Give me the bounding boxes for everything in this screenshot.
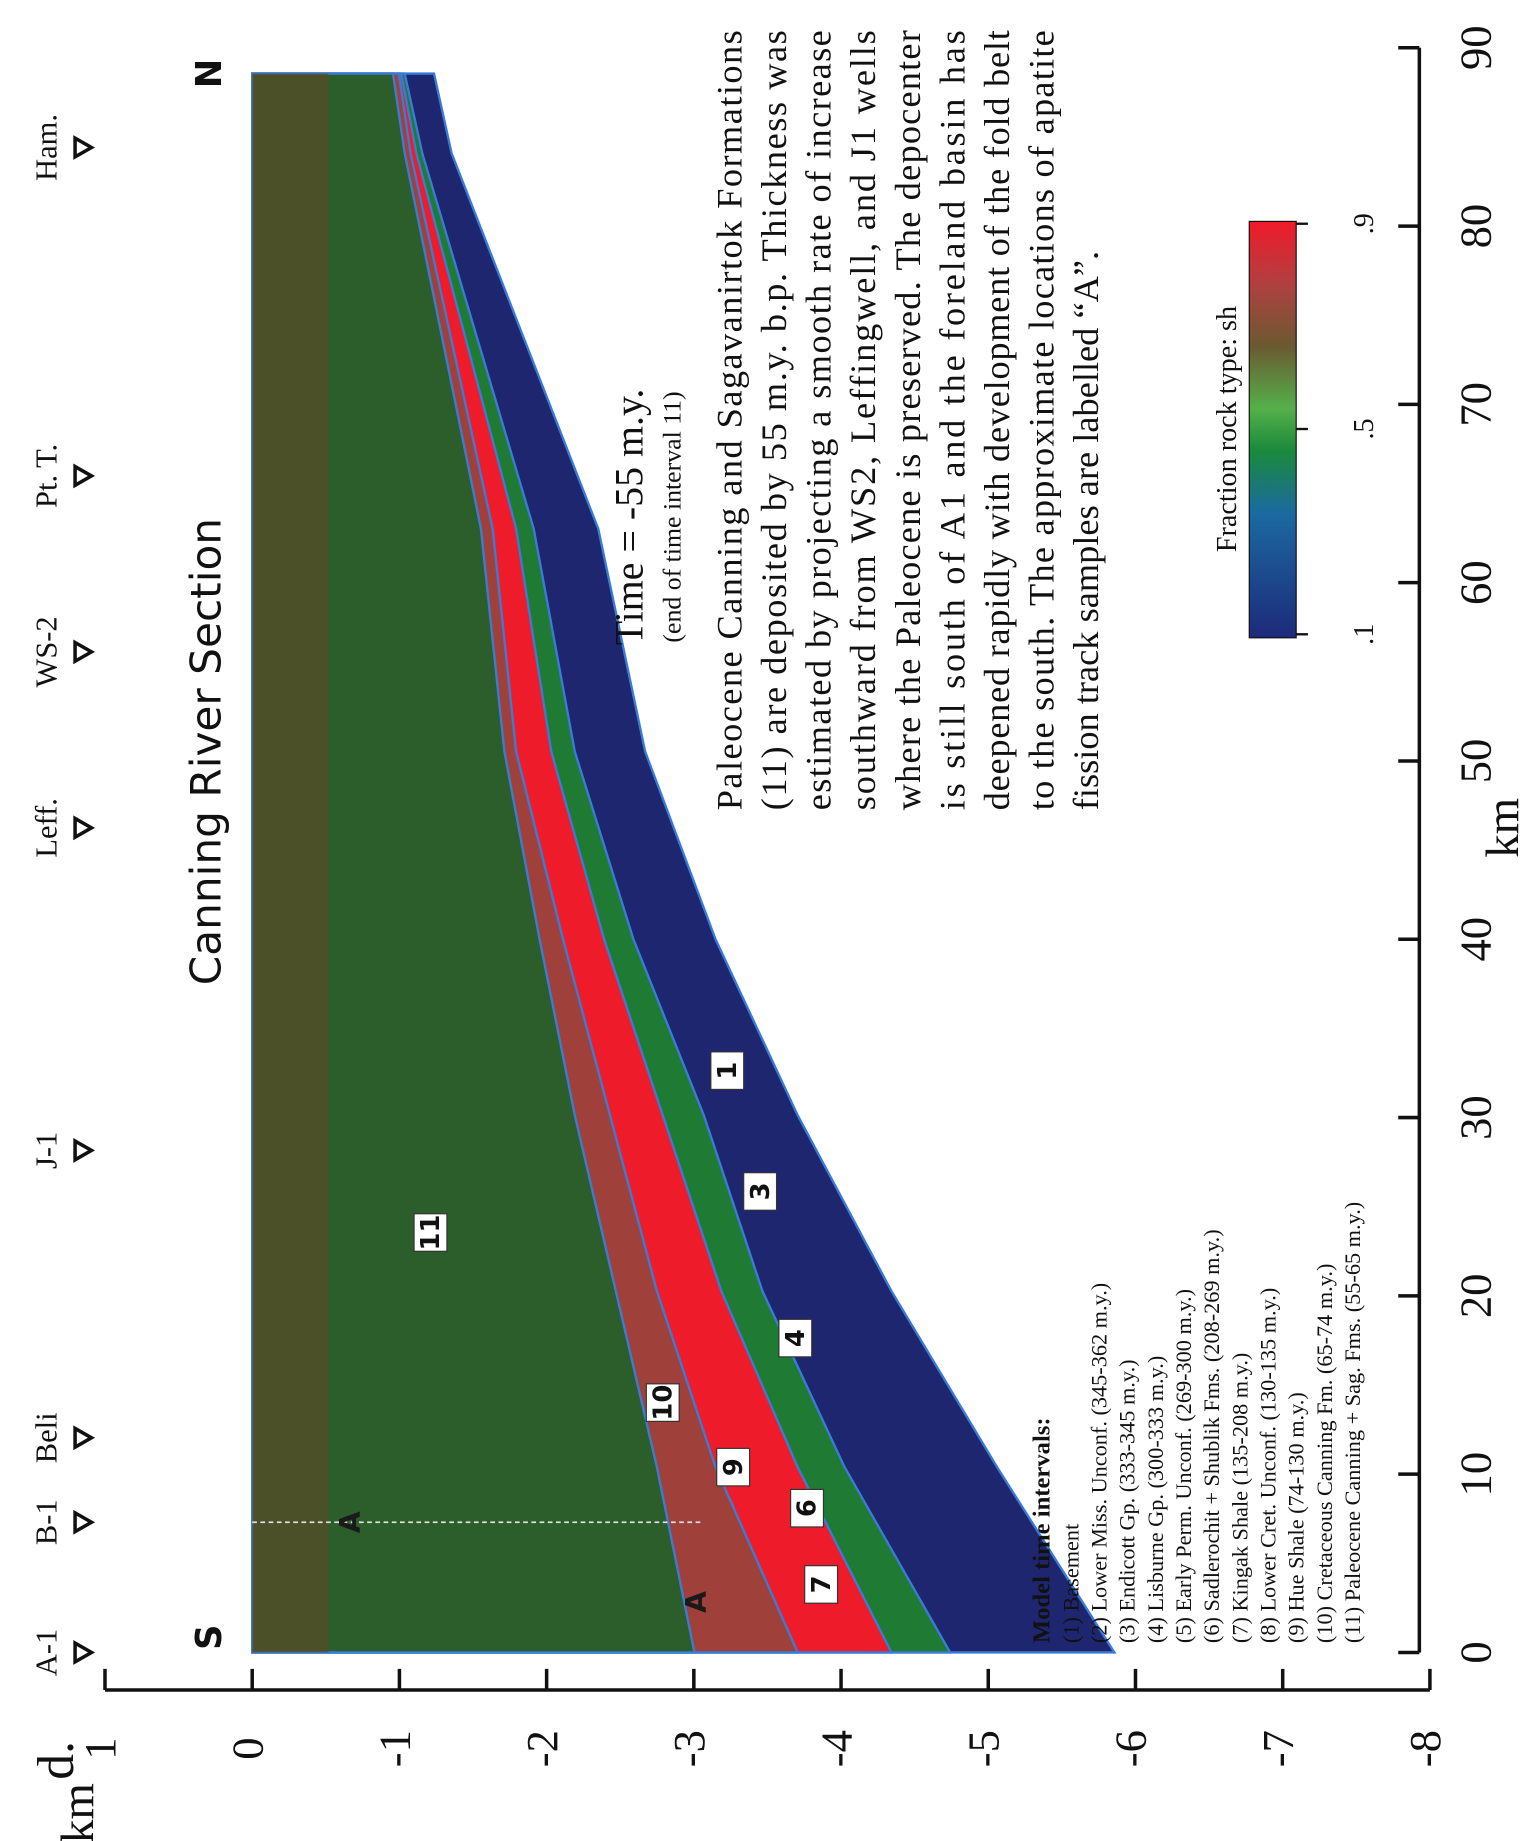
y-tick-label: -4: [811, 1730, 861, 1767]
legend-item: (10) Cretaceous Canning Fm. (65-74 m.y.): [1312, 1264, 1337, 1643]
legend-item: (11) Paleocene Canning + Sag. Fms. (55-6…: [1340, 1202, 1365, 1643]
layer-number: 1: [713, 1062, 743, 1080]
layer-number: 11: [416, 1215, 446, 1251]
layer-label: 4: [779, 1319, 812, 1357]
colorbar-tick-label: .9: [1349, 213, 1380, 234]
layer-label: 3: [744, 1173, 777, 1211]
legend-item: (6) Sadlerochit + Shublik Fms. (208-269 …: [1199, 1229, 1224, 1643]
x-tick-label: 0: [1451, 1641, 1501, 1663]
well-name: B-1: [29, 1499, 63, 1545]
well-marker: [75, 1513, 91, 1532]
y-tick-label: 0: [222, 1738, 272, 1760]
layer-label: 9: [717, 1448, 750, 1486]
well-name: WS-2: [29, 616, 63, 687]
page: {"panel_label": "d.", "title": "Canning …: [0, 0, 1539, 1841]
time-note: (end of time interval 11): [657, 391, 686, 642]
y-tick-label: 1: [75, 1738, 125, 1760]
colorbar-tick-label: .1: [1349, 624, 1380, 645]
legend-item: (2) Lower Miss. Unconf. (345-362 m.y.): [1087, 1283, 1112, 1643]
caption-line: is still south of A1 and the foreland ba…: [932, 30, 972, 810]
x-tick-label: 40: [1451, 917, 1501, 962]
layer-label: 7: [805, 1566, 838, 1604]
layer-number: 10: [648, 1385, 678, 1421]
layer-label: 11: [414, 1214, 447, 1252]
y-tick-label: -5: [959, 1730, 1009, 1767]
y-axis-label: km: [52, 1783, 104, 1841]
well-marker: [75, 818, 91, 837]
legend-item: (4) Lisburne Gp. (300-333 m.y.): [1143, 1356, 1168, 1643]
layer-label: 1: [711, 1052, 744, 1090]
layer-number: 4: [781, 1329, 811, 1347]
x-tick-label: 80: [1451, 204, 1501, 249]
colorbar-tick-label: .5: [1349, 418, 1380, 439]
well-name: A-1: [29, 1629, 63, 1676]
legend-item: (7) Kingak Shale (135-208 m.y.): [1227, 1353, 1252, 1643]
x-tick-label: 70: [1451, 382, 1501, 427]
legend-item: (8) Lower Cret. Unconf. (130-135 m.y.): [1255, 1288, 1280, 1643]
well-marker: [75, 642, 91, 661]
well-marker: [75, 1141, 91, 1160]
x-tick-label: 30: [1451, 1095, 1501, 1140]
y-tick-label: -7: [1253, 1730, 1303, 1767]
x-tick-label: 10: [1451, 1452, 1501, 1497]
colorbar: [1249, 221, 1296, 637]
x-axis-label: km: [1477, 798, 1529, 858]
sample-label: A: [680, 1591, 713, 1613]
layer-label: 10: [646, 1384, 679, 1422]
end-label: S: [189, 1625, 230, 1650]
layer-number: 3: [746, 1182, 776, 1200]
x-tick-label: 20: [1451, 1274, 1501, 1319]
layer-number: 7: [807, 1575, 837, 1593]
caption-line: fission track samples are labelled “A”.: [1066, 251, 1106, 810]
colorbar-label: Fraction rock type: sh: [1212, 306, 1243, 552]
caption-line: to the south. The approximate locations …: [1022, 30, 1062, 810]
surface-band: [252, 74, 328, 1653]
y-tick-label: -6: [1106, 1730, 1156, 1767]
well-name: Pt. T.: [29, 444, 63, 508]
x-tick-label: 90: [1451, 25, 1501, 70]
legend-item: (5) Early Perm. Unconf. (269-300 m.y.): [1171, 1289, 1196, 1643]
chart-title: Canning River Section: [181, 518, 230, 985]
well-name: Ham.: [29, 114, 63, 181]
well-name: J-1: [29, 1132, 63, 1169]
layer-number: 9: [719, 1458, 749, 1476]
legend-item: (9) Hue Shale (74-130 m.y.): [1284, 1392, 1309, 1643]
well-marker: [75, 1428, 91, 1447]
well-marker: [75, 138, 91, 157]
time-label: Time = -55 m.y.: [607, 389, 652, 646]
y-tick-label: -3: [664, 1730, 714, 1767]
well-name: Leff.: [29, 798, 63, 858]
x-tick-label: 60: [1451, 560, 1501, 605]
sample-label: A: [334, 1511, 367, 1533]
caption-line: deepened rapidly with development of the…: [977, 30, 1017, 810]
caption-line: southward from WS2, Leffingwell, and J1 …: [843, 30, 883, 810]
legend-item: (1) Basement: [1058, 1523, 1083, 1643]
well-marker: [75, 1643, 91, 1662]
layer-number: 6: [793, 1499, 823, 1517]
legend-item: (3) Endicott Gp. (333-345 m.y.): [1115, 1359, 1140, 1643]
caption-line: estimated by projecting a smooth rate of…: [799, 30, 839, 810]
y-tick-label: -8: [1400, 1730, 1450, 1767]
caption-line: where the Paleocene is preserved. The de…: [888, 30, 928, 810]
end-label: N: [189, 59, 230, 88]
layer-label: 6: [791, 1489, 824, 1527]
well-marker: [75, 467, 91, 486]
y-tick-label: -2: [517, 1730, 567, 1767]
y-tick-label: -1: [370, 1730, 420, 1767]
caption-line: Paleocene Canning and Sagavanirtok Forma…: [709, 30, 749, 810]
legend-title: Model time intervals:: [1029, 1417, 1056, 1643]
well-name: Beli: [29, 1412, 63, 1463]
x-tick-label: 50: [1451, 739, 1501, 784]
figure: d.Canning River SectionSNA-1B-1BeliJ-1Le…: [0, 0, 1539, 1841]
caption-line: (11) are deposited by 55 m.y. b.p. Thick…: [754, 30, 794, 810]
